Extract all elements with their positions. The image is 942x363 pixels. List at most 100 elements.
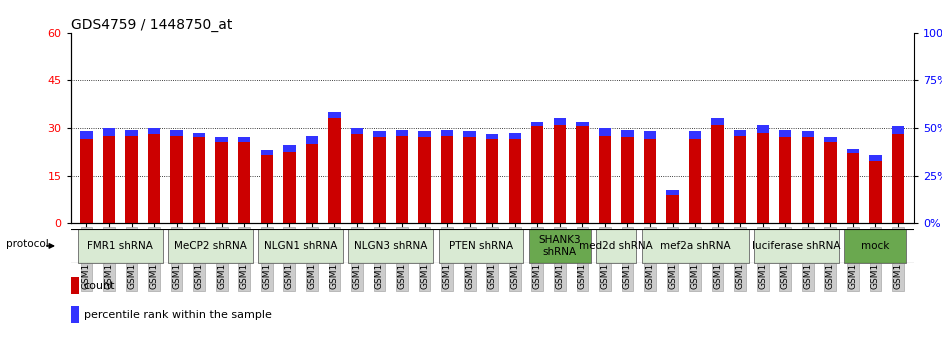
Bar — [216, 142, 228, 223]
FancyBboxPatch shape — [844, 229, 906, 263]
Text: med2d shRNA: med2d shRNA — [579, 241, 653, 251]
Bar — [193, 133, 205, 138]
Bar — [261, 155, 273, 223]
Bar — [599, 136, 611, 223]
Bar — [779, 130, 791, 138]
Bar — [509, 139, 521, 223]
Bar — [847, 153, 859, 223]
Bar — [824, 142, 836, 223]
Text: GDS4759 / 1448750_at: GDS4759 / 1448750_at — [71, 18, 232, 32]
Bar — [216, 138, 228, 142]
Bar — [148, 134, 160, 223]
Bar — [599, 128, 611, 136]
Text: luciferase shRNA: luciferase shRNA — [753, 241, 841, 251]
Bar — [531, 122, 544, 126]
Bar — [824, 138, 836, 142]
FancyBboxPatch shape — [755, 229, 838, 263]
Bar — [103, 136, 115, 223]
Text: MeCP2 shRNA: MeCP2 shRNA — [174, 241, 247, 251]
Bar — [305, 136, 318, 144]
Bar — [261, 150, 273, 155]
Bar — [373, 131, 385, 138]
Bar — [554, 125, 566, 223]
Bar — [305, 144, 318, 223]
Bar — [396, 136, 408, 223]
Bar — [689, 139, 701, 223]
Text: NLGN3 shRNA: NLGN3 shRNA — [354, 241, 428, 251]
Bar — [80, 131, 92, 139]
Bar — [554, 118, 566, 125]
Bar — [892, 134, 904, 223]
FancyBboxPatch shape — [528, 229, 591, 263]
Bar — [509, 133, 521, 139]
Bar — [756, 133, 769, 223]
Text: FMR1 shRNA: FMR1 shRNA — [88, 241, 154, 251]
Bar — [622, 130, 634, 138]
Bar — [284, 146, 296, 152]
Text: protocol: protocol — [6, 239, 48, 249]
Bar — [779, 138, 791, 223]
Text: count: count — [84, 281, 115, 290]
Bar — [577, 122, 589, 126]
FancyBboxPatch shape — [439, 229, 523, 263]
Bar — [328, 112, 341, 118]
Bar — [125, 130, 138, 136]
Bar — [328, 118, 341, 223]
FancyBboxPatch shape — [168, 229, 252, 263]
Bar — [80, 139, 92, 223]
Bar — [711, 125, 723, 223]
Bar — [666, 195, 679, 223]
Bar — [103, 128, 115, 136]
Bar — [802, 131, 814, 138]
FancyBboxPatch shape — [349, 229, 433, 263]
Bar — [71, 277, 79, 294]
Bar — [418, 138, 430, 223]
Bar — [869, 161, 882, 223]
Bar — [238, 138, 251, 142]
Bar — [734, 130, 746, 136]
Text: percentile rank within the sample: percentile rank within the sample — [84, 310, 271, 319]
Bar — [531, 126, 544, 223]
Bar — [756, 125, 769, 133]
Bar — [734, 136, 746, 223]
Bar — [643, 131, 657, 139]
Bar — [666, 190, 679, 195]
Bar — [711, 118, 723, 125]
Bar — [869, 155, 882, 161]
Bar — [892, 126, 904, 134]
Bar — [463, 131, 476, 138]
Bar — [71, 306, 79, 323]
FancyBboxPatch shape — [596, 229, 636, 263]
Text: NLGN1 shRNA: NLGN1 shRNA — [264, 241, 337, 251]
FancyBboxPatch shape — [258, 229, 343, 263]
Text: PTEN shRNA: PTEN shRNA — [448, 241, 513, 251]
Text: mock: mock — [861, 241, 889, 251]
Bar — [238, 142, 251, 223]
Text: mef2a shRNA: mef2a shRNA — [659, 241, 730, 251]
Bar — [171, 130, 183, 136]
FancyBboxPatch shape — [78, 229, 163, 263]
Bar — [441, 130, 453, 136]
Bar — [463, 138, 476, 223]
Bar — [418, 131, 430, 138]
Bar — [350, 134, 363, 223]
Bar — [396, 130, 408, 136]
Bar — [802, 138, 814, 223]
Text: SHANK3
shRNA: SHANK3 shRNA — [539, 235, 581, 257]
Bar — [171, 136, 183, 223]
Bar — [643, 139, 657, 223]
Bar — [441, 136, 453, 223]
Bar — [284, 152, 296, 223]
Bar — [689, 131, 701, 139]
Bar — [148, 128, 160, 134]
Bar — [486, 139, 498, 223]
Bar — [373, 138, 385, 223]
Bar — [486, 134, 498, 139]
Bar — [350, 128, 363, 134]
Bar — [622, 138, 634, 223]
FancyBboxPatch shape — [642, 229, 749, 263]
Bar — [577, 126, 589, 223]
Bar — [193, 138, 205, 223]
Bar — [847, 148, 859, 153]
Bar — [125, 136, 138, 223]
